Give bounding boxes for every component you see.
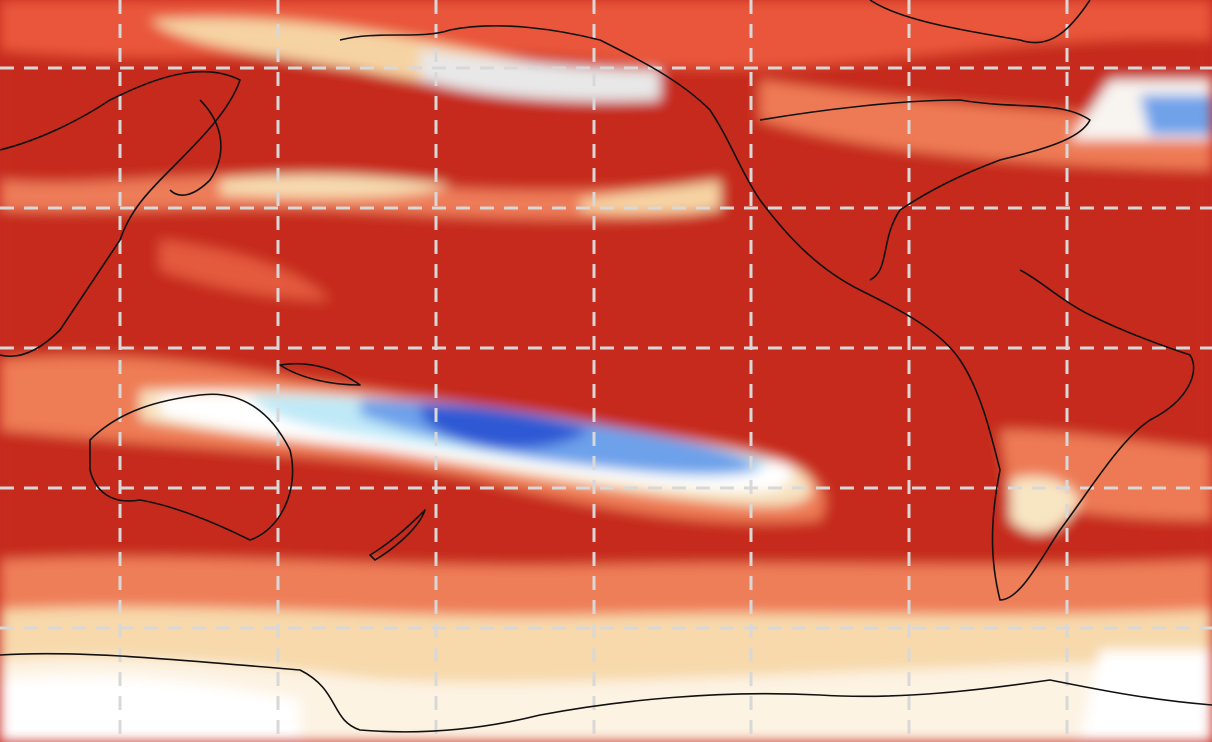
cold-dark-blue — [420, 405, 590, 449]
coast-arctic — [869, 0, 1091, 44]
band-subtropic-tan-east — [580, 180, 720, 214]
band-atlantic — [760, 80, 1212, 170]
band-sa-tan — [1010, 476, 1080, 534]
band-atlantic-blue — [1140, 95, 1212, 135]
coast-north-america — [759, 99, 1091, 281]
band-antarctic-white-east — [1080, 650, 1212, 742]
coast-new-zealand — [369, 509, 426, 561]
patch-west — [160, 240, 330, 300]
coast-australia — [89, 393, 294, 541]
coast-japan — [169, 99, 222, 196]
band-north-white — [420, 50, 660, 102]
coast-americas — [339, 25, 1195, 601]
coast-antarctica — [0, 652, 1212, 733]
coast-new-guinea — [279, 362, 361, 386]
coast-asia — [0, 71, 241, 357]
band-antarctic-white — [0, 676, 300, 742]
